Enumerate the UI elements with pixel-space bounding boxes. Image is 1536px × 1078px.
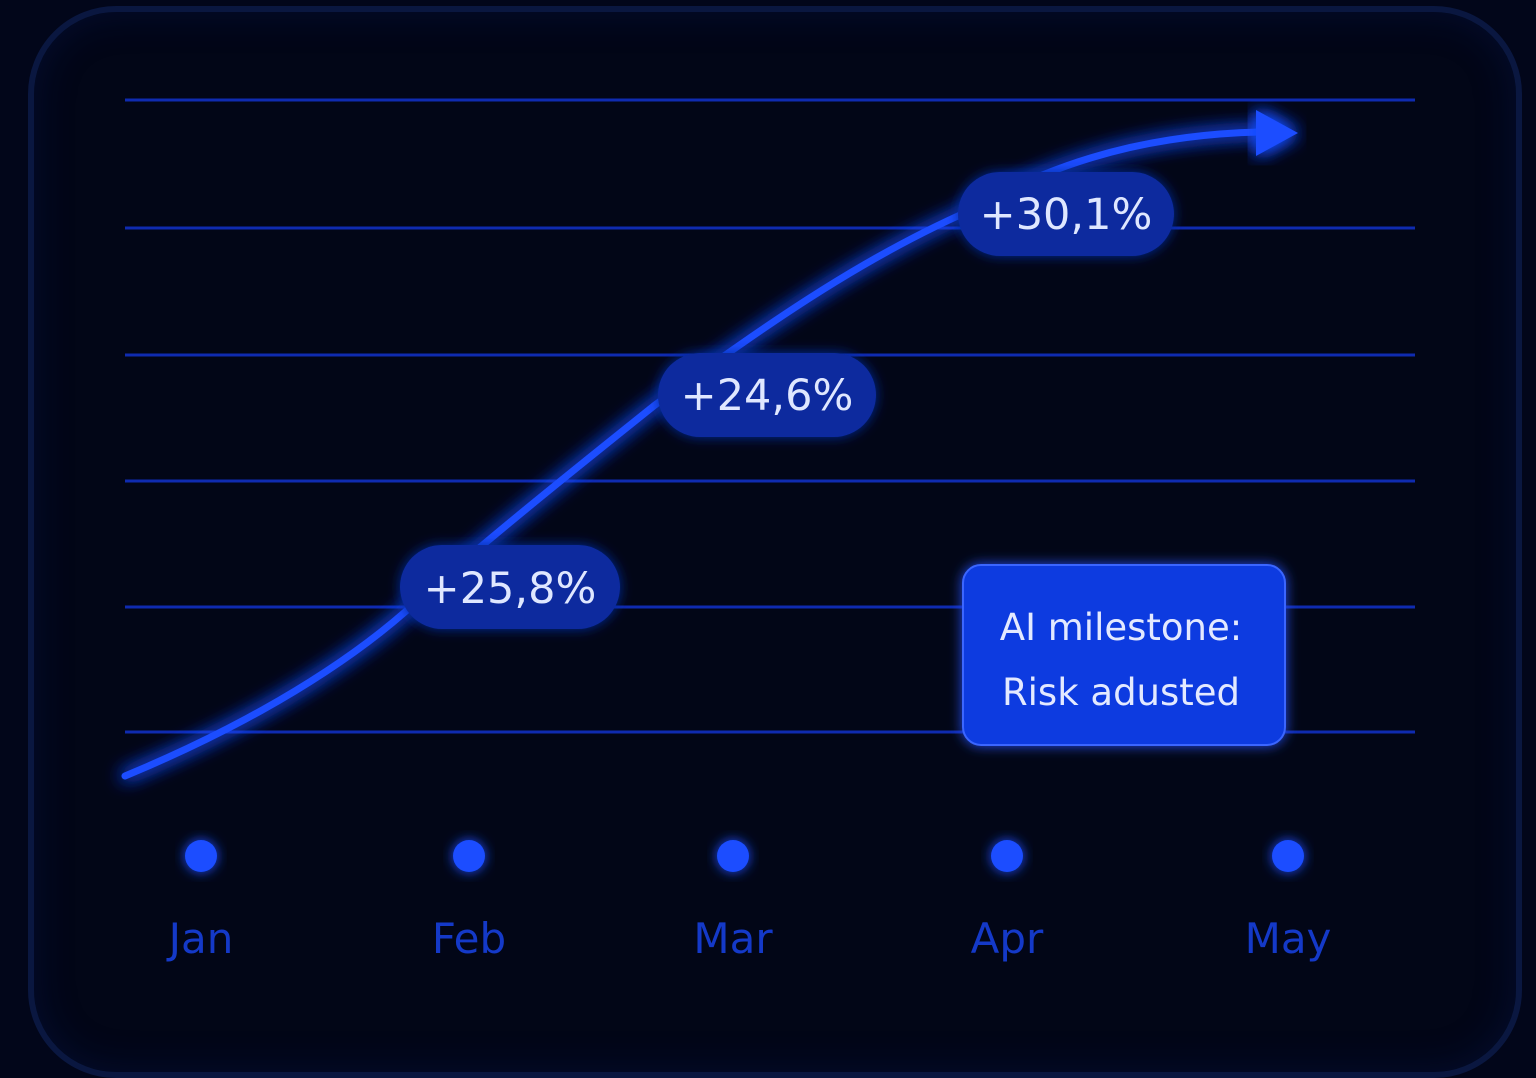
x-tick-label-may: May bbox=[1245, 914, 1332, 963]
axis-dot-mar bbox=[717, 840, 749, 872]
annotation-box: AI milestone: Risk adusted bbox=[962, 564, 1286, 746]
data-label-text: +25,8% bbox=[424, 564, 597, 614]
annotation-line-2: Risk adusted bbox=[1002, 671, 1240, 714]
x-axis-labels: Jan Feb Mar Apr May bbox=[166, 914, 1332, 963]
chart-card bbox=[28, 6, 1522, 1078]
axis-dot-feb bbox=[453, 840, 485, 872]
data-label-pill bbox=[958, 172, 1174, 256]
annotation-background bbox=[962, 564, 1286, 746]
x-tick-label-mar: Mar bbox=[693, 914, 773, 963]
data-label-text: +30,1% bbox=[980, 190, 1153, 240]
data-label-text: +24,6% bbox=[681, 371, 854, 421]
x-tick-label-apr: Apr bbox=[971, 914, 1044, 963]
data-label-apr: +30,1% bbox=[958, 172, 1174, 256]
axis-dot-may bbox=[1272, 840, 1304, 872]
data-label-feb: +25,8% bbox=[400, 545, 620, 629]
data-label-mar: +24,6% bbox=[658, 353, 876, 437]
x-axis-dots bbox=[185, 840, 1304, 872]
x-tick-label-jan: Jan bbox=[166, 914, 234, 963]
data-label-pill bbox=[658, 353, 876, 437]
data-label-pill bbox=[400, 545, 620, 629]
axis-dot-jan bbox=[185, 840, 217, 872]
chart-canvas: Jan Feb Mar Apr May +25,8% +24,6% +30,1% AI … bbox=[121, 98, 1415, 963]
annotation-line-1: AI milestone: bbox=[1000, 606, 1242, 649]
x-tick-label-feb: Feb bbox=[432, 914, 506, 963]
axis-dot-apr bbox=[991, 840, 1023, 872]
trend-arrow-head bbox=[1256, 110, 1298, 156]
